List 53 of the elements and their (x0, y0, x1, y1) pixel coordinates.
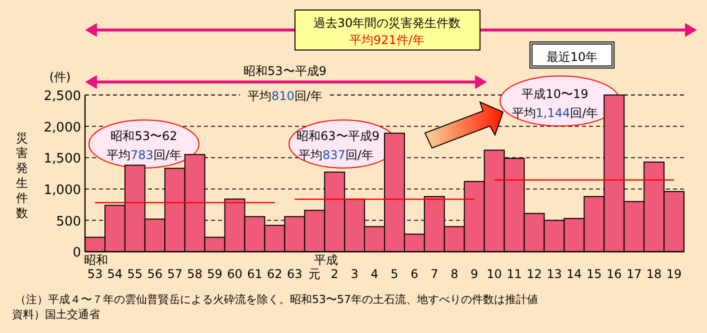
text: 昭和 (84, 253, 108, 267)
y-tick-label: 0 (72, 246, 81, 261)
text: 最近10年 (546, 50, 598, 64)
annotation: 平均783回/年 (106, 148, 182, 162)
text: （注）平成４〜７年の雲仙普賢岳による火砕流を除く。昭和53〜57年の土石流、地すべりの件数は推計値 (15, 293, 538, 306)
y-tick-label: 2,000 (44, 120, 81, 136)
x-tick-label: 11 (506, 267, 522, 281)
y-axis-title: 災害発生件数 (16, 131, 28, 220)
x-tick-label: 56 (147, 267, 163, 281)
x-tick-label: 62 (267, 267, 282, 281)
annotation: 平均1,144回/年 (512, 106, 598, 120)
x-tick-label: 17 (626, 267, 642, 281)
annotation: 平均837回/年 (298, 148, 374, 162)
x-tick-label: 15 (586, 267, 602, 281)
chart-subtitle: 平均921件/年 (350, 33, 424, 47)
x-tick-label: 14 (566, 267, 582, 281)
x-tick-label: 58 (187, 267, 202, 281)
x-tick-label: 19 (666, 267, 682, 281)
x-tick-label: 10 (486, 267, 502, 281)
x-tick-label: 60 (227, 267, 242, 281)
x-tick-label: 6 (410, 267, 418, 281)
text: (件) (49, 70, 71, 84)
x-tick-label: 4 (370, 267, 378, 281)
x-tick-label: 7 (430, 267, 438, 281)
y-tick-label: 500 (56, 214, 81, 230)
x-tick-label: 8 (450, 267, 458, 281)
x-tick-label: 53 (87, 267, 103, 281)
x-tick-label: 12 (526, 267, 542, 281)
x-tick-label: 元 (308, 267, 321, 281)
annotation: 平成10〜19 (522, 87, 588, 101)
annotation: 平均810回/年 (248, 89, 322, 103)
x-tick-label: 2 (330, 267, 338, 281)
x-tick-label: 9 (470, 267, 478, 281)
y-tick-label: 1,500 (44, 152, 81, 167)
x-tick-label: 3 (350, 267, 358, 281)
y-tick-label: 1,000 (44, 183, 81, 198)
x-tick-label: 54 (107, 267, 123, 281)
x-tick-label: 18 (646, 267, 662, 281)
text: 昭和53〜平成9 (244, 64, 326, 78)
x-tick-label: 55 (127, 267, 143, 281)
annotation: 昭和53〜62 (110, 129, 178, 143)
y-tick-label: 2,500 (44, 89, 81, 104)
annotation: 昭和63〜平成9 (296, 129, 380, 143)
x-tick-label: 16 (606, 267, 622, 281)
text: 平成 (314, 253, 338, 267)
x-tick-label: 57 (167, 267, 182, 281)
x-tick-label: 61 (247, 267, 262, 281)
text: 資料）国土交通省 (12, 308, 100, 321)
x-tick-label: 13 (546, 267, 562, 281)
x-tick-label: 5 (390, 267, 398, 281)
x-tick-label: 59 (207, 267, 222, 281)
chart-title: 過去30年間の災害発生件数 (313, 16, 461, 30)
x-tick-label: 63 (287, 267, 302, 281)
